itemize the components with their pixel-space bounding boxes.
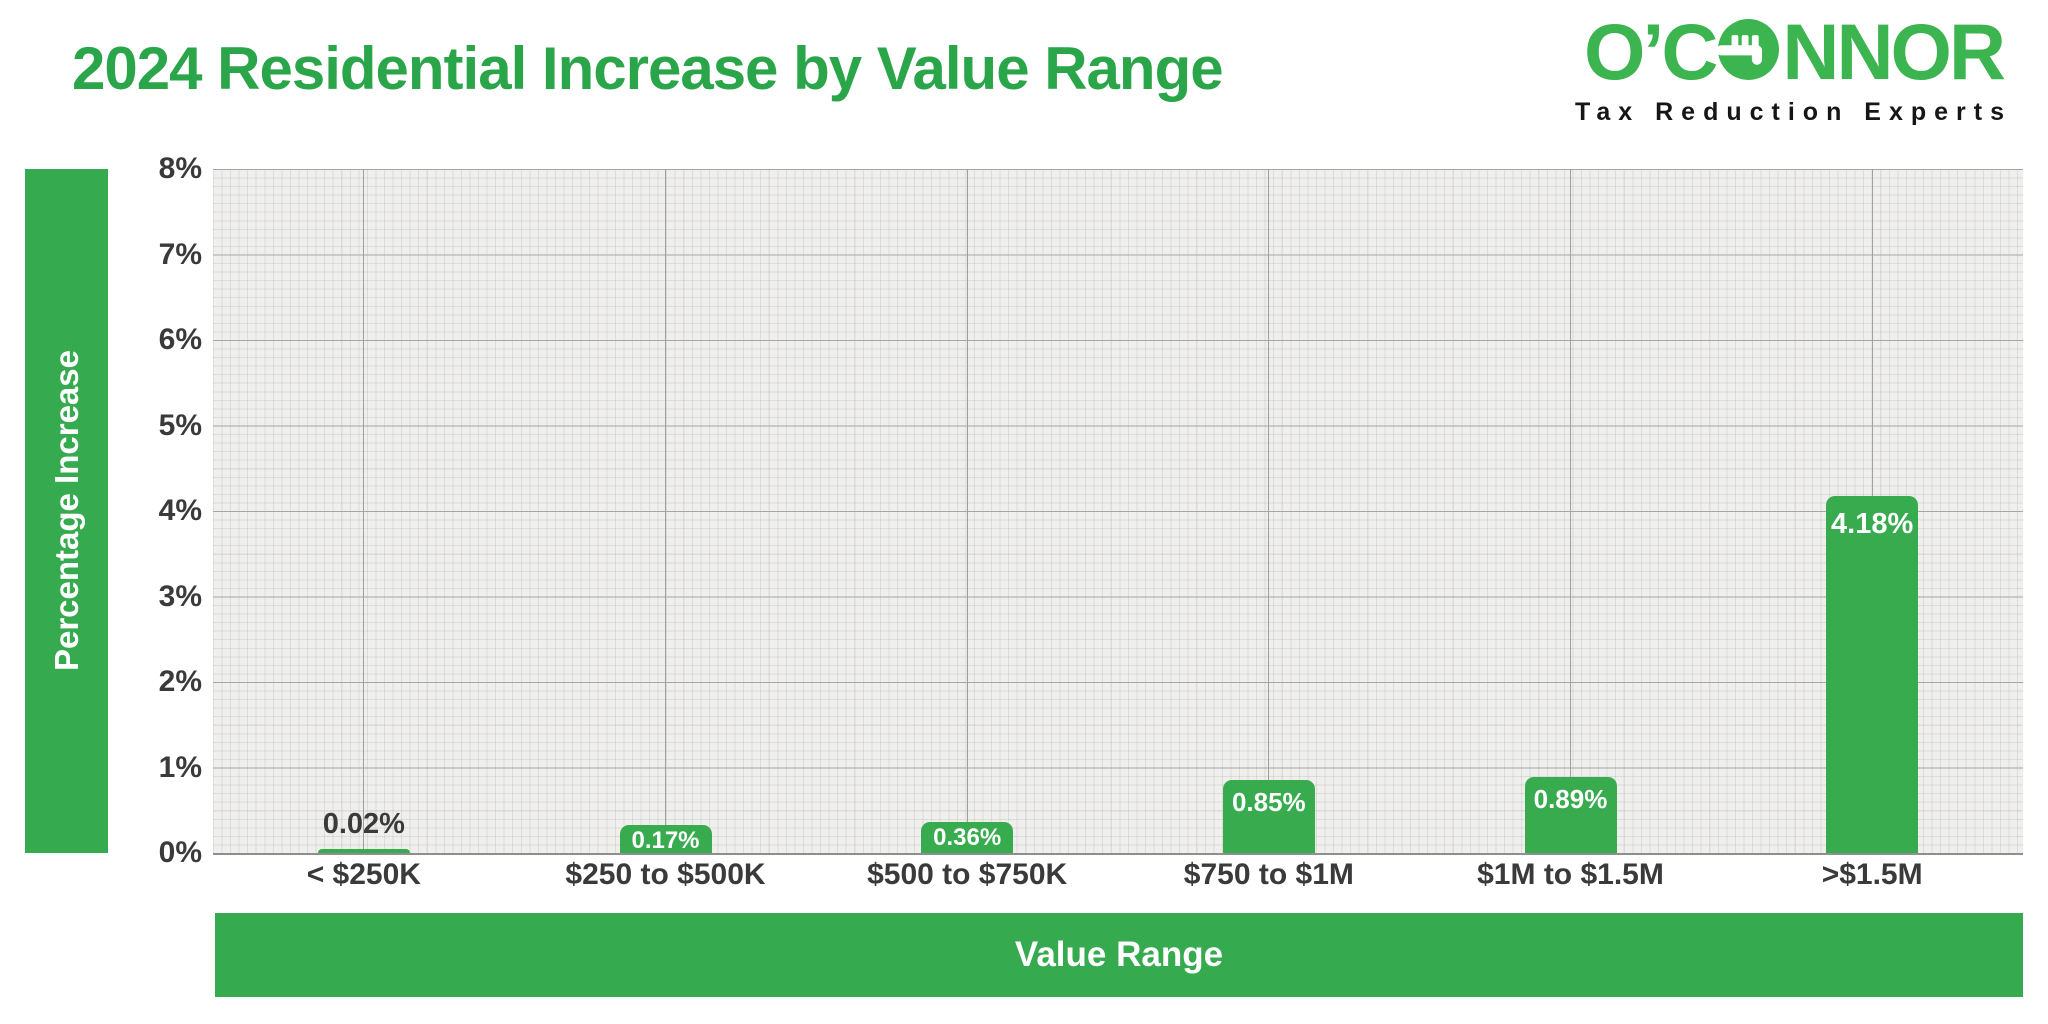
bar-3: 0.36% bbox=[921, 822, 1014, 853]
y-axis-tick-label: 1% bbox=[158, 750, 202, 784]
bar-2: 0.17% bbox=[619, 825, 712, 854]
grid-vline bbox=[665, 169, 666, 853]
bar-value-label: 0.02% bbox=[322, 808, 405, 840]
bar-6: 4.18% bbox=[1826, 495, 1919, 853]
bar-1 bbox=[317, 849, 410, 853]
bar-value-label: 0.85% bbox=[1231, 787, 1306, 818]
y-axis-tick-label: 8% bbox=[158, 152, 202, 185]
y-axis-tick-label: 0% bbox=[158, 836, 202, 869]
logo-wordmark: O’C NNOR bbox=[1584, 12, 2006, 91]
y-axis-tick-label: 5% bbox=[158, 408, 202, 442]
grid-vline bbox=[363, 169, 365, 853]
x-axis: < $250K $250 to $500K $500 to $750K $750 to… bbox=[213, 858, 2023, 904]
oconnor-logo: O’C NNOR Tax Reduction Experts bbox=[1575, 12, 2012, 127]
y-axis-tick-label: 3% bbox=[158, 579, 202, 613]
bar-value-label: 0.36% bbox=[933, 824, 1002, 852]
page-title: 2024 Residential Increase by Value Range bbox=[72, 35, 1224, 102]
grid-vline bbox=[1268, 169, 1270, 853]
y-axis: 0% 1% 2% 3% 4% 5% 6% 7% 8% bbox=[0, 152, 202, 869]
grid-vline bbox=[966, 169, 968, 853]
x-axis-tick-label: $250 to $500K bbox=[565, 858, 766, 891]
x-axis-title-band: Value Range bbox=[215, 913, 2023, 997]
x-axis-tick-label: $750 to $1M bbox=[1183, 858, 1354, 891]
logo-text-right: NNOR bbox=[1782, 7, 2006, 96]
bar-5: 0.89% bbox=[1524, 776, 1617, 853]
y-axis-title-band: Percentage Increase bbox=[25, 169, 108, 853]
x-axis-tick-label: < $250K bbox=[306, 858, 421, 891]
logo-text-left: O’C bbox=[1583, 7, 1718, 96]
logo-tagline: Tax Reduction Experts bbox=[1574, 98, 2012, 126]
y-axis-tick-label: 4% bbox=[158, 494, 202, 527]
bar-value-label: 0.17% bbox=[631, 827, 700, 854]
grid-vline bbox=[1570, 169, 1571, 853]
y-axis-tick-label: 2% bbox=[158, 665, 202, 698]
key-in-o-icon bbox=[1716, 12, 1780, 91]
x-axis-tick-label: >$1.5M bbox=[1821, 858, 1923, 891]
x-axis-tick-label: $500 to $750K bbox=[867, 858, 1068, 891]
bar-value-label: 0.89% bbox=[1533, 783, 1608, 814]
y-axis-tick-label: 7% bbox=[158, 237, 202, 271]
plot-area: 0.02% 0.17% 0.36% 0.85% 0.89% 4.18% bbox=[213, 169, 2023, 855]
x-axis-tick-label: $1M to $1.5M bbox=[1477, 858, 1664, 891]
bar-4: 0.85% bbox=[1222, 780, 1315, 853]
y-axis-tick-label: 6% bbox=[158, 323, 202, 356]
bar-value-label: 4.18% bbox=[1831, 507, 1914, 540]
x-axis-title: Value Range bbox=[1014, 935, 1224, 974]
